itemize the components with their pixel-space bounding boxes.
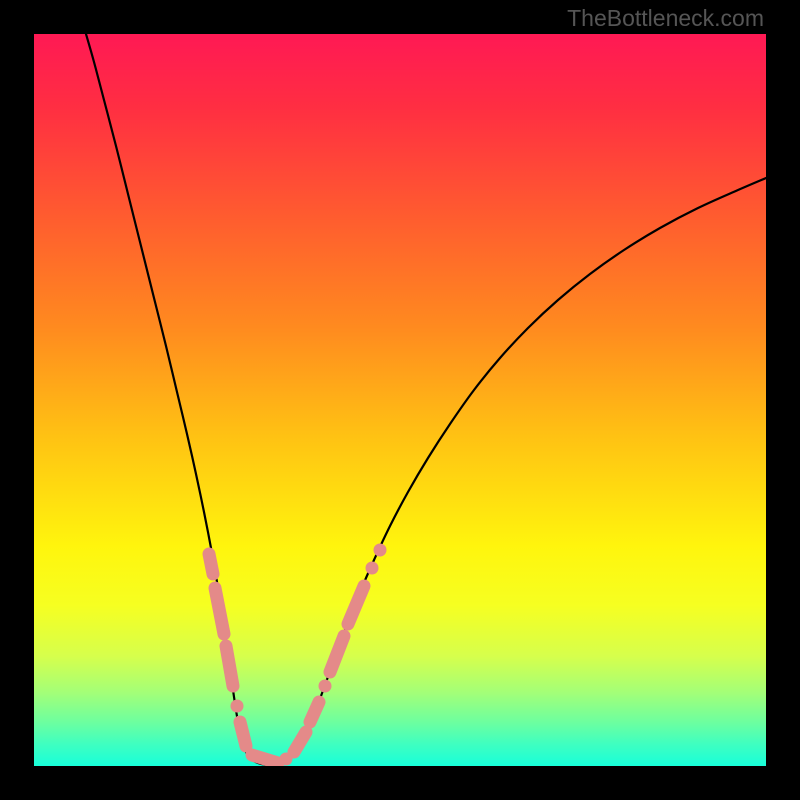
curve-left xyxy=(86,34,266,765)
chart-container: TheBottleneck.com xyxy=(0,0,800,800)
marker-circle xyxy=(366,562,379,575)
chart-svg xyxy=(34,34,766,766)
marker-pill xyxy=(252,755,278,763)
marker-circle xyxy=(231,700,244,713)
marker-pill xyxy=(310,702,319,722)
watermark-text: TheBottleneck.com xyxy=(567,5,764,32)
marker-pill xyxy=(215,588,224,634)
marker-pill xyxy=(294,732,306,752)
plot-area xyxy=(34,34,766,766)
marker-circle xyxy=(319,680,332,693)
marker-circle xyxy=(374,544,387,557)
marker-pill xyxy=(348,586,364,624)
marker-pill xyxy=(209,554,213,574)
marker-pill xyxy=(240,722,246,746)
markers-group xyxy=(209,544,387,766)
marker-pill xyxy=(226,646,233,686)
marker-pill xyxy=(330,636,344,672)
curve-right xyxy=(266,178,766,765)
